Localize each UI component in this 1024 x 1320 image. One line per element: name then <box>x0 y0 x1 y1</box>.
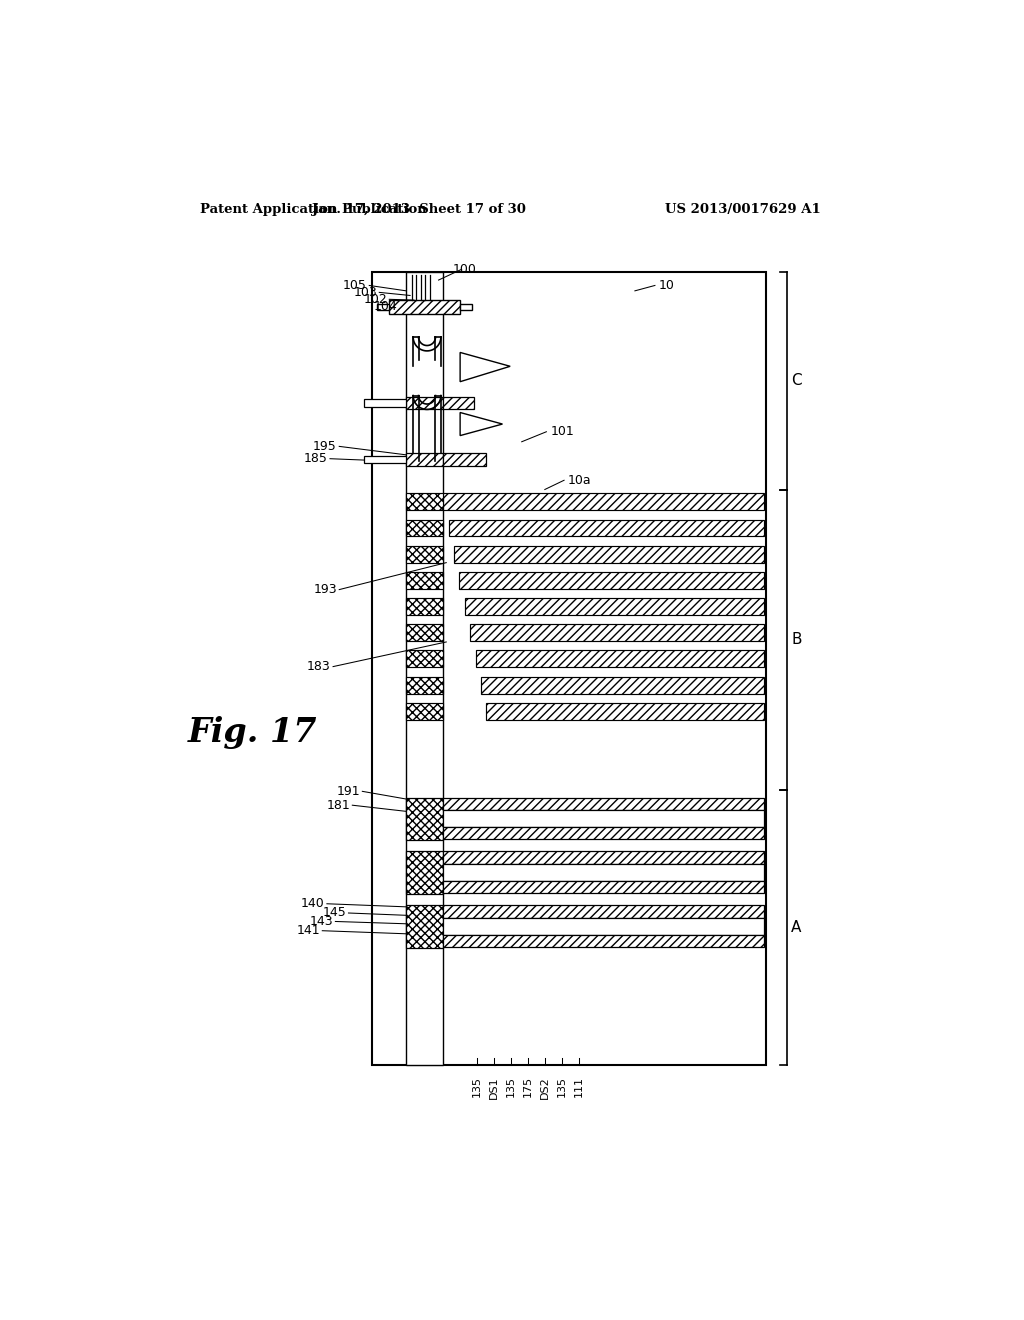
Bar <box>465 598 764 615</box>
Bar <box>407 520 443 536</box>
Bar <box>407 397 443 409</box>
Text: 100: 100 <box>453 263 477 276</box>
Bar <box>443 397 474 409</box>
Text: 185: 185 <box>304 453 328 465</box>
Bar <box>443 453 485 466</box>
Bar <box>443 494 764 511</box>
Bar <box>443 917 764 935</box>
Bar <box>372 272 766 1065</box>
Polygon shape <box>460 412 503 436</box>
Bar <box>443 880 764 892</box>
Bar <box>443 851 764 863</box>
Bar <box>407 572 443 589</box>
Text: C: C <box>792 374 802 388</box>
Bar <box>481 677 764 693</box>
Text: DS2: DS2 <box>540 1076 550 1100</box>
Text: 141: 141 <box>296 924 319 937</box>
Text: 183: 183 <box>307 660 331 673</box>
Text: B: B <box>792 632 802 647</box>
Bar <box>407 272 443 1065</box>
Bar <box>475 651 764 668</box>
Bar <box>470 624 764 642</box>
Bar <box>443 935 764 946</box>
Bar <box>364 455 407 463</box>
Text: 102: 102 <box>364 293 387 306</box>
Text: A: A <box>792 920 802 935</box>
Text: 140: 140 <box>301 898 325 911</box>
Bar <box>407 545 443 562</box>
Bar <box>460 572 764 589</box>
Bar <box>486 702 764 719</box>
Bar <box>389 300 460 314</box>
Polygon shape <box>460 352 510 381</box>
Text: Jan. 17, 2013  Sheet 17 of 30: Jan. 17, 2013 Sheet 17 of 30 <box>312 203 526 216</box>
Text: 103: 103 <box>353 286 377 298</box>
Text: 10: 10 <box>658 279 675 292</box>
Text: 143: 143 <box>309 915 333 928</box>
Bar <box>407 624 443 642</box>
Bar <box>407 651 443 668</box>
Bar <box>460 304 472 310</box>
Text: 10a: 10a <box>568 474 592 487</box>
Bar <box>443 810 764 826</box>
Text: 105: 105 <box>343 279 367 292</box>
Text: 193: 193 <box>313 583 337 597</box>
Bar <box>377 304 389 310</box>
Text: DS1: DS1 <box>489 1076 499 1098</box>
Bar <box>443 906 764 917</box>
Bar <box>449 520 764 536</box>
Bar <box>407 494 443 511</box>
Text: 195: 195 <box>313 440 337 453</box>
Text: 101: 101 <box>550 425 574 438</box>
Text: 104: 104 <box>373 300 397 313</box>
Text: 191: 191 <box>337 785 360 797</box>
Text: 111: 111 <box>573 1076 584 1097</box>
Bar <box>443 826 764 840</box>
Text: Fig. 17: Fig. 17 <box>187 715 317 748</box>
Bar <box>407 702 443 719</box>
Text: 135: 135 <box>472 1076 482 1097</box>
Text: 181: 181 <box>327 799 350 812</box>
Text: Patent Application Publication: Patent Application Publication <box>200 203 427 216</box>
Text: US 2013/0017629 A1: US 2013/0017629 A1 <box>665 203 820 216</box>
Bar <box>407 906 443 948</box>
Text: 175: 175 <box>523 1076 532 1097</box>
Bar <box>407 677 443 693</box>
Bar <box>407 851 443 894</box>
Bar <box>407 797 443 840</box>
Bar <box>364 400 407 407</box>
Text: 135: 135 <box>506 1076 516 1097</box>
Text: 145: 145 <box>323 907 346 920</box>
Bar <box>443 797 764 810</box>
Bar <box>407 453 443 466</box>
Text: 135: 135 <box>557 1076 566 1097</box>
Bar <box>407 598 443 615</box>
Bar <box>443 863 764 880</box>
Bar <box>454 545 764 562</box>
